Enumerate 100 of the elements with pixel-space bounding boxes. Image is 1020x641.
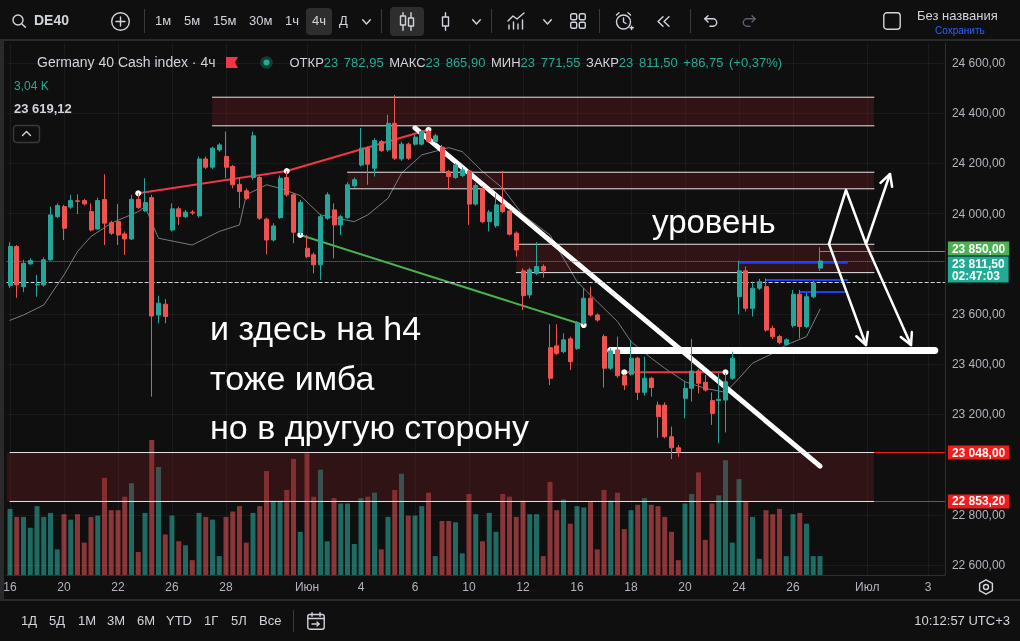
bar bbox=[473, 514, 479, 575]
text: 15м bbox=[213, 12, 237, 30]
candlestick bbox=[629, 339, 634, 377]
candlestick bbox=[163, 298, 168, 324]
candlestick bbox=[82, 198, 87, 207]
candlestick bbox=[176, 206, 181, 226]
bar bbox=[453, 522, 458, 575]
bar bbox=[257, 506, 263, 575]
candlestick bbox=[507, 208, 512, 236]
candlestick bbox=[480, 186, 485, 224]
candlestick bbox=[352, 177, 357, 189]
candlestick bbox=[494, 192, 499, 229]
bar bbox=[88, 516, 94, 575]
candlestick bbox=[635, 356, 640, 401]
candlestick bbox=[203, 155, 208, 170]
candlestick bbox=[291, 192, 296, 244]
candlestick bbox=[784, 337, 789, 347]
bar bbox=[162, 534, 168, 575]
candlestick bbox=[730, 351, 735, 381]
ref-line-label: 23 850,00 bbox=[951, 241, 1006, 256]
candlestick bbox=[190, 209, 195, 216]
y-tick-label: 24 600,00 bbox=[951, 56, 1006, 71]
bar bbox=[817, 556, 823, 575]
bar bbox=[196, 512, 202, 575]
candlestick bbox=[392, 94, 397, 161]
candlestick bbox=[723, 372, 728, 433]
x-tick-label: 22 bbox=[111, 580, 125, 594]
x-tick-label: 24 bbox=[732, 580, 746, 594]
bar bbox=[588, 502, 593, 575]
bar bbox=[95, 515, 101, 575]
candlestick bbox=[271, 222, 276, 242]
bar bbox=[743, 502, 749, 575]
candlestick bbox=[595, 312, 600, 323]
bar bbox=[797, 512, 803, 575]
candlestick bbox=[791, 289, 796, 329]
candlestick bbox=[757, 278, 762, 291]
candlestick bbox=[467, 168, 472, 226]
bar bbox=[642, 498, 647, 575]
bar bbox=[169, 515, 175, 575]
bar bbox=[696, 472, 701, 575]
bar bbox=[480, 541, 485, 575]
candlestick bbox=[62, 204, 67, 241]
bar bbox=[129, 483, 134, 575]
bar bbox=[210, 519, 215, 575]
candlestick bbox=[345, 181, 350, 220]
candlestick bbox=[197, 155, 202, 219]
bar bbox=[635, 504, 641, 575]
bar bbox=[68, 519, 74, 575]
candlestick bbox=[433, 133, 438, 144]
x-tick-label: 16 bbox=[3, 580, 17, 594]
y-tick-label: 24 400,00 bbox=[951, 106, 1006, 121]
bar bbox=[702, 539, 708, 575]
candlestick bbox=[372, 137, 377, 177]
text: 30м bbox=[249, 12, 273, 30]
bar bbox=[378, 549, 384, 575]
point bbox=[621, 369, 628, 376]
bar bbox=[183, 545, 188, 575]
bar bbox=[135, 552, 141, 575]
candlestick bbox=[473, 182, 478, 207]
bar bbox=[54, 549, 60, 575]
bar bbox=[790, 514, 796, 575]
y-tick-label: 23 400,00 bbox=[951, 357, 1006, 372]
bar bbox=[756, 558, 762, 575]
ref-line-label: 22 853,20 bbox=[951, 494, 1006, 509]
candlestick bbox=[649, 376, 654, 398]
text: 4ч bbox=[312, 12, 327, 30]
y-tick-label: 24 000,00 bbox=[951, 206, 1006, 221]
text: 3М bbox=[107, 612, 126, 630]
candlestick bbox=[406, 142, 411, 161]
bar bbox=[48, 512, 53, 575]
candlestick bbox=[251, 131, 256, 181]
bar bbox=[27, 527, 33, 575]
bar bbox=[459, 553, 465, 575]
candlestick bbox=[109, 220, 114, 236]
ref-line-label: 23 048,00 bbox=[951, 445, 1006, 460]
bar bbox=[237, 506, 242, 575]
bar bbox=[284, 489, 290, 575]
annotation: и здесь на h4 тоже имба но в другую сторону bbox=[210, 308, 530, 448]
bar bbox=[810, 556, 816, 575]
bar bbox=[466, 494, 472, 575]
candlestick bbox=[386, 114, 391, 153]
bar bbox=[669, 531, 674, 575]
x-tick-label: 4 bbox=[357, 580, 365, 594]
bar bbox=[750, 516, 755, 575]
bar bbox=[723, 460, 728, 575]
annotation: 23 619,12 bbox=[14, 100, 72, 118]
bar bbox=[264, 471, 269, 575]
text: YTD bbox=[166, 612, 192, 630]
bar bbox=[601, 489, 607, 575]
text: 5Д bbox=[49, 612, 66, 630]
bar bbox=[567, 523, 573, 575]
bar bbox=[61, 514, 67, 575]
bar bbox=[540, 556, 546, 575]
y-tick-label: 22 600,00 bbox=[951, 557, 1006, 572]
candlestick bbox=[615, 336, 620, 379]
candlestick bbox=[278, 175, 283, 220]
bar bbox=[628, 510, 634, 575]
candlestick bbox=[541, 263, 546, 279]
candlestick bbox=[642, 356, 647, 397]
x-tick-label: 3 bbox=[924, 580, 932, 594]
